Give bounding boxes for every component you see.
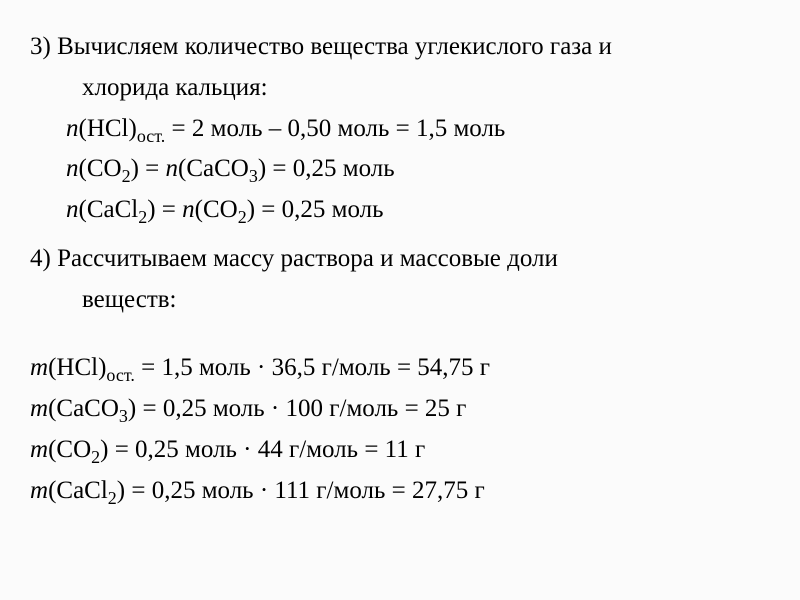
variable-n: n — [66, 196, 79, 223]
eq-rhs: = 2 моль – 0,50 моль = 1,5 моль — [165, 115, 505, 142]
section3-eq2: n(CO2) = n(CaCO3) = 0,25 моль — [24, 150, 776, 189]
variable-m: m — [30, 436, 48, 463]
arg: (CaCl2) — [48, 477, 125, 504]
section4-eq2: m(CaCO3) = 0,25 моль · 100 г/моль = 25 г — [24, 390, 776, 429]
variable-n: n — [66, 115, 79, 142]
eq-mid: = — [156, 196, 183, 223]
section3-heading-line1: 3) Вычисляем количество вещества углекис… — [24, 28, 776, 67]
eq-rhs: = 0,25 моль — [255, 196, 383, 223]
eq-rhs: = 0,25 моль · 100 г/моль = 25 г — [136, 395, 466, 422]
section4-eq3: m(CO2) = 0,25 моль · 44 г/моль = 11 г — [24, 431, 776, 470]
variable-m: m — [30, 354, 48, 381]
section4-heading-line1: 4) Рассчитываем массу раствора и массовы… — [24, 240, 776, 279]
section3-eq3: n(CaCl2) = n(CO2) = 0,25 моль — [24, 191, 776, 230]
section4-eq4: m(CaCl2) = 0,25 моль · 111 г/моль = 27,7… — [24, 472, 776, 511]
page-content: 3) Вычисляем количество вещества углекис… — [0, 0, 800, 510]
eq-rhs: = 0,25 моль — [266, 155, 394, 182]
arg: (HCl)ост. — [79, 115, 166, 142]
arg: (HCl)ост. — [48, 354, 135, 381]
variable-n: n — [166, 155, 179, 182]
arg: (CaCl2) — [79, 196, 156, 223]
variable-m: m — [30, 477, 48, 504]
arg: (CO2) — [48, 436, 108, 463]
section4-heading-line2: веществ: — [24, 281, 776, 320]
variable-m: m — [30, 395, 48, 422]
eq-rhs: = 1,5 моль · 36,5 г/моль = 54,75 г — [135, 354, 490, 381]
section3-heading-line2: хлорида кальция: — [24, 69, 776, 108]
arg: (CO2) — [79, 155, 139, 182]
variable-n: n — [66, 155, 79, 182]
arg: (CaCO3) — [48, 395, 136, 422]
arg: (CO2) — [195, 196, 255, 223]
eq-rhs: = 0,25 моль · 44 г/моль = 11 г — [108, 436, 425, 463]
eq-rhs: = 0,25 моль · 111 г/моль = 27,75 г — [125, 477, 485, 504]
variable-n: n — [182, 196, 195, 223]
section4-eq1: m(HCl)ост. = 1,5 моль · 36,5 г/моль = 54… — [24, 349, 776, 388]
arg: (CaCO3) — [178, 155, 266, 182]
section3-eq1: n(HCl)ост. = 2 моль – 0,50 моль = 1,5 мо… — [24, 110, 776, 149]
eq-mid: = — [139, 155, 166, 182]
